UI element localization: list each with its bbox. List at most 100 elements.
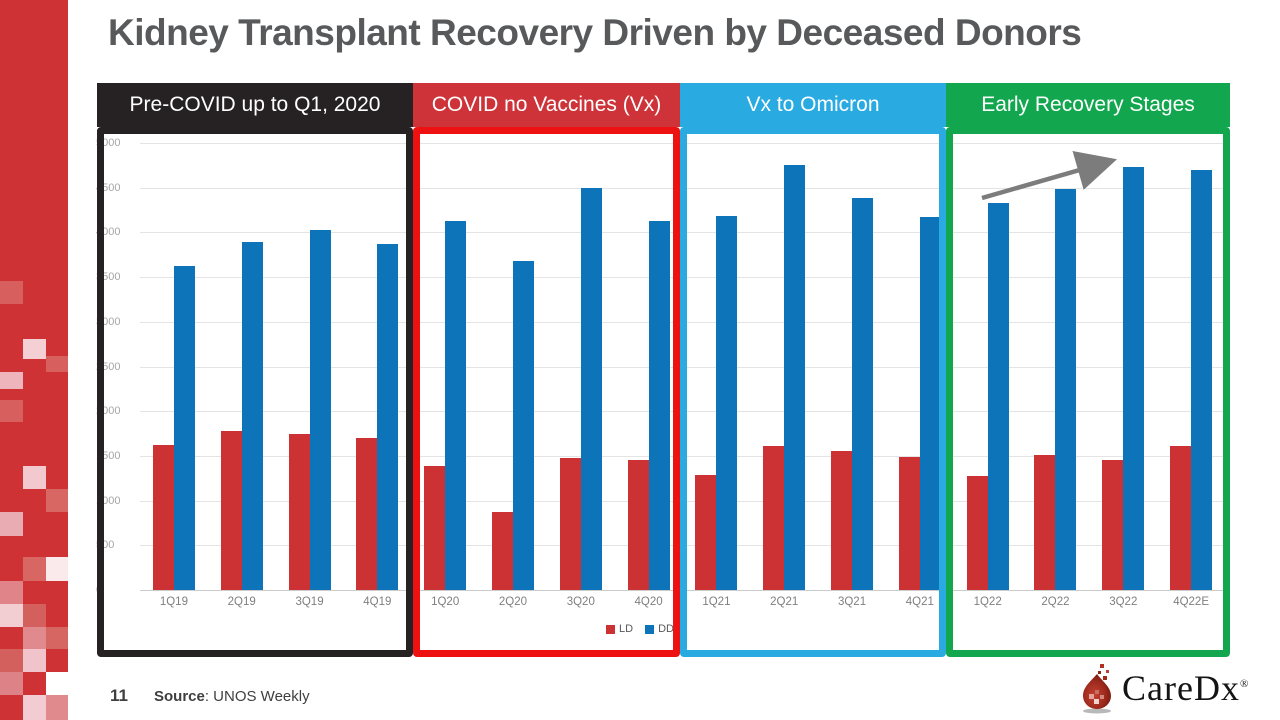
mosaic-tile [23, 627, 46, 649]
x-tick-label: 4Q19 [363, 596, 392, 608]
bar-group-4q22e [1157, 143, 1225, 590]
y-tick-label: 0 [96, 584, 103, 596]
dd-bar-4q22e [1191, 169, 1213, 590]
bar-group-4q21 [886, 143, 954, 590]
y-tick-label: 3000 [96, 315, 121, 328]
mosaic-tile [0, 672, 23, 695]
footer: 11 Source: UNOS Weekly [110, 686, 310, 706]
source-value: : UNOS Weekly [204, 688, 310, 705]
x-tick-label: 3Q19 [295, 596, 324, 608]
mosaic-tile [46, 557, 68, 581]
dd-bar-2q19 [241, 242, 263, 590]
x-tick-label: 2Q20 [498, 596, 528, 608]
y-tick-label: 1500 [96, 449, 121, 462]
ld-bar-1q20 [424, 465, 446, 590]
page-number: 11 [110, 686, 128, 705]
dd-bar-2q20 [512, 261, 534, 590]
ld-bar-1q22 [966, 475, 988, 590]
bar-group-4q20 [615, 143, 683, 590]
legend-item-ld: LD [606, 623, 633, 635]
x-tick-label: 1Q21 [702, 596, 731, 608]
ld-bar-4q19 [356, 438, 378, 590]
page-title: Kidney Transplant Recovery Driven by Dec… [108, 12, 1082, 53]
dd-bar-4q20 [648, 220, 670, 590]
x-tick-label: 1Q20 [431, 596, 460, 608]
ld-swatch-icon [606, 624, 616, 634]
ld-bar-1q19 [152, 445, 174, 590]
x-tick-label: 4Q22E [1173, 596, 1209, 608]
x-tick-label: 2Q19 [227, 596, 256, 608]
bar-group-3q21 [818, 143, 886, 590]
legend-ld-label: LD [619, 623, 634, 635]
ld-bar-3q19 [288, 433, 310, 590]
dd-bar-1q20 [445, 220, 467, 590]
y-tick-label: 1000 [96, 494, 121, 507]
ld-bar-2q22 [1034, 455, 1056, 590]
x-tick-label: 3Q22 [1109, 596, 1138, 608]
bar-group-2q22 [1022, 143, 1090, 590]
bar-group-2q20 [479, 143, 547, 590]
chart-legend: LD DD [0, 623, 1280, 635]
mosaic-tile [23, 649, 46, 672]
y-tick-label: 3500 [96, 271, 121, 284]
gridline [140, 590, 1225, 591]
dd-bar-3q19 [309, 229, 331, 590]
ld-bar-2q19 [220, 430, 242, 590]
bar-group-2q21 [750, 143, 818, 590]
phase-header-early-recovery: Early Recovery Stages [946, 83, 1230, 127]
mosaic-tile [23, 466, 46, 489]
bar-group-2q19 [208, 143, 276, 590]
ld-bar-1q21 [695, 474, 717, 590]
y-tick-label: 4000 [96, 226, 121, 239]
registered-mark: ® [1239, 678, 1250, 690]
dd-bar-3q20 [580, 187, 602, 590]
x-tick-label: 3Q21 [837, 596, 867, 608]
x-tick-label: 4Q20 [634, 596, 663, 608]
mosaic-tile [46, 695, 68, 720]
dd-swatch-icon [645, 624, 655, 634]
x-tick-label: 1Q19 [159, 596, 188, 608]
bar-group-1q19 [140, 143, 208, 590]
y-tick-label: 4500 [96, 181, 121, 194]
sidebar-mosaic [0, 0, 68, 720]
mosaic-tile [0, 649, 23, 672]
dd-bar-4q19 [377, 244, 399, 590]
ld-bar-3q22 [1102, 460, 1124, 590]
x-axis-labels: 1Q19 2Q19 3Q19 4Q19 1Q20 2Q20 3Q20 4Q20 1Q21 2Q21… [140, 596, 1225, 608]
phase-header-pre-covid: Pre-COVID up to Q1, 2020 [97, 83, 413, 127]
mosaic-tile [0, 372, 23, 389]
dd-bar-1q22 [987, 202, 1009, 590]
x-tick-label: 1Q22 [973, 596, 1002, 608]
dd-bar-2q22 [1055, 188, 1077, 590]
mosaic-tile [0, 512, 23, 536]
mosaic-tile [23, 604, 46, 627]
ld-bar-4q21 [898, 456, 920, 590]
ld-bar-2q20 [491, 512, 513, 590]
mosaic-tile [46, 356, 68, 372]
y-tick-label: 5000 [96, 137, 121, 149]
dd-bar-2q21 [784, 165, 806, 590]
x-tick-label: 2Q22 [1041, 596, 1070, 608]
ld-bar-3q20 [559, 457, 581, 590]
bar-chart [140, 143, 1225, 590]
dd-bar-1q19 [173, 266, 195, 590]
phase-header-covid-no-vaccines: COVID no Vaccines (Vx) [413, 83, 680, 127]
bar-group-1q21 [683, 143, 751, 590]
bar-group-3q22 [1089, 143, 1157, 590]
dd-bar-3q21 [852, 197, 874, 590]
bar-group-3q20 [547, 143, 615, 590]
mosaic-tile [46, 627, 68, 649]
ld-bar-3q21 [831, 451, 853, 590]
mosaic-tile [23, 339, 46, 359]
dd-bar-1q21 [716, 216, 738, 590]
source-text: Source: UNOS Weekly [154, 688, 310, 705]
legend-dd-label: DD [658, 623, 674, 635]
mosaic-tile [0, 281, 23, 304]
bar-group-4q19 [343, 143, 411, 590]
y-tick-label: 2500 [96, 360, 121, 373]
ld-bar-2q21 [763, 446, 785, 590]
mosaic-tile [46, 672, 68, 695]
bar-group-1q20 [411, 143, 479, 590]
dd-bar-3q22 [1123, 167, 1145, 590]
